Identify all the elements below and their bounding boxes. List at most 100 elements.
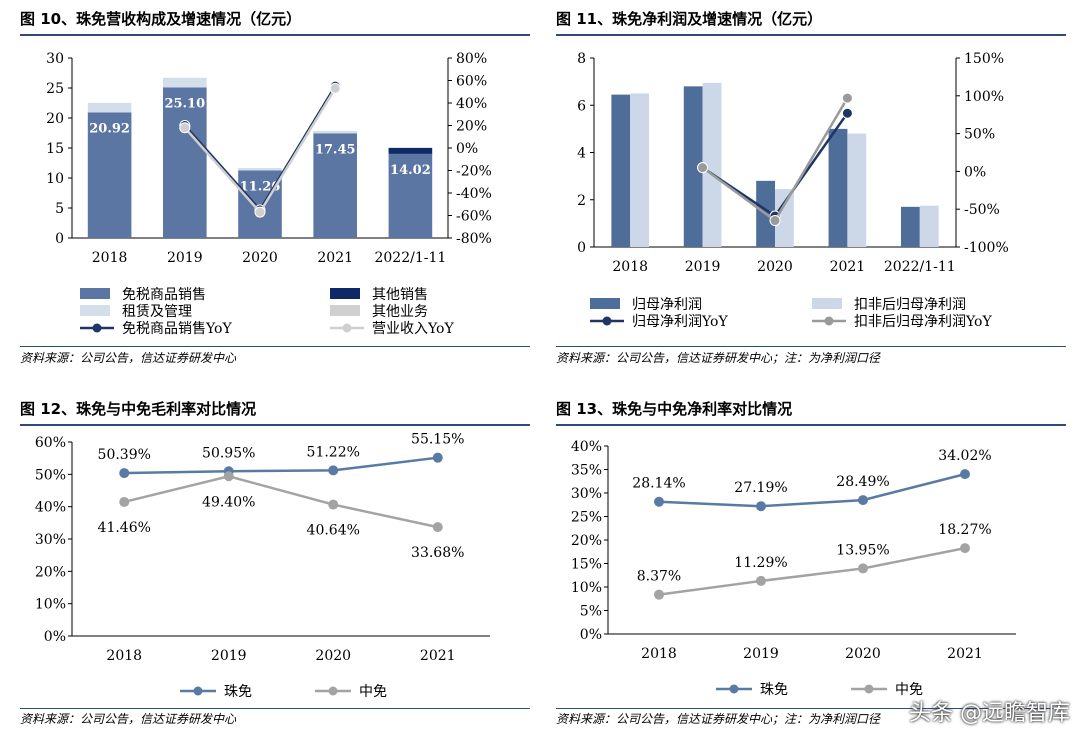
chart-title: 图 10、珠免营收构成及增速情况（亿元）: [20, 10, 302, 28]
bar-segment: [87, 102, 132, 113]
bar-segment: [388, 147, 433, 154]
y2-tick-label: -50%: [964, 202, 1000, 218]
chart-panel-net-profit: 图 11、珠免净利润及增速情况（亿元） 0 2 4 6 8 -100% -50% 0% 50% 1…: [556, 8, 1066, 368]
yoy-point: [841, 92, 853, 104]
chart-source: 资料来源：公司公告，信达证券研发中心: [20, 712, 237, 726]
chart-revenue: 0 5 10 15 20 25 30 -80% -60% -40% -20% 0% 20% 40% 60% 8…: [46, 51, 492, 337]
x-tick-label: 2020: [315, 648, 351, 664]
bar-value-label: 17.45: [315, 142, 356, 157]
source-rule: [20, 708, 530, 709]
y-tick-label: 5%: [580, 604, 602, 620]
bar-segment: [162, 87, 207, 239]
y-tick-label: 35%: [571, 463, 602, 479]
data-label: 50.39%: [98, 447, 151, 463]
x-tick-label: 2018: [106, 648, 142, 664]
chart-net-profit: 0 2 4 6 8 -100% -50% 0% 50% 100% 150% 2018 2019 2020 2…: [577, 51, 1009, 330]
x-tick-label: 2019: [743, 646, 779, 662]
y-tick-label: 60%: [35, 435, 66, 451]
title-rule: [556, 34, 1066, 36]
bar: [900, 206, 920, 247]
source-rule: [20, 346, 530, 347]
legend-marker: [92, 323, 102, 333]
title-rule: [20, 34, 530, 36]
legend-label: 扣非后归母净利润YoY: [854, 313, 992, 330]
y-tick-label: 4: [577, 146, 586, 162]
x-tick-label: 2018: [92, 250, 128, 266]
yoy-point: [179, 122, 191, 134]
y-tick-label: 20%: [35, 564, 66, 580]
y2-tick-label: -40%: [456, 186, 492, 202]
data-label: 28.14%: [632, 476, 685, 492]
legend-marker: [602, 316, 612, 326]
y2-tick-label: -100%: [964, 240, 1009, 256]
x-tick-label: 2021: [420, 648, 456, 664]
data-label: 49.40%: [202, 494, 255, 510]
data-point: [119, 468, 130, 479]
chart-gross-margin: 0% 10% 20% 30% 40% 50% 60% 2018 2019 2020 2021 50.3…: [35, 432, 490, 700]
data-point: [432, 522, 443, 533]
y-tick-label: 30: [46, 51, 64, 67]
y-tick-label: 2: [577, 193, 586, 209]
data-label: 41.46%: [98, 520, 151, 536]
chart-panel-revenue: 图 10、珠免营收构成及增速情况（亿元） 0 5 10 15 20 25 30 -80% -60…: [20, 8, 530, 368]
yoy-point: [841, 107, 853, 119]
y-tick-label: 0: [55, 231, 64, 247]
y2-tick-label: -60%: [456, 209, 492, 225]
bar-value-label: 20.92: [89, 121, 130, 136]
data-point: [858, 495, 868, 506]
data-point: [654, 496, 664, 507]
data-point: [756, 575, 766, 586]
x-tick-label: 2019: [167, 250, 203, 266]
bar-segment: [388, 153, 433, 238]
data-label: 28.49%: [836, 474, 889, 490]
data-label: 50.95%: [202, 445, 255, 461]
bar: [630, 93, 650, 247]
x-tick-label: 2020: [845, 646, 881, 662]
data-point: [858, 563, 868, 574]
source-rule: [556, 708, 1066, 709]
y2-tick-label: 0%: [964, 164, 986, 180]
legend-label: 归母净利润: [632, 296, 702, 313]
y-tick-label: 20: [46, 111, 64, 127]
y2-tick-label: 0%: [456, 141, 478, 157]
x-tick-label: 2019: [211, 648, 247, 664]
legend-swatch: [590, 298, 620, 309]
yoy-point: [254, 206, 266, 218]
legend-label: 免税商品销售YoY: [122, 321, 232, 337]
chart-source: 资料来源：公司公告，信达证券研发中心；注：为净利润口径: [556, 351, 881, 365]
chart-source: 资料来源：公司公告，信达证券研发中心: [20, 351, 237, 365]
bar-segment: [313, 133, 358, 238]
y2-tick-label: 80%: [456, 51, 487, 67]
yoy-point: [329, 82, 341, 94]
legend-label: 其他业务: [372, 304, 428, 320]
legend-swatch: [812, 298, 842, 309]
y-tick-label: 50%: [35, 467, 66, 483]
chart-net-margin: 0% 5% 10% 15% 20% 25% 30% 35% 40% 2018 2019 2020 202…: [571, 439, 1016, 698]
legend-swatch: [80, 305, 110, 316]
legend-label: 营业收入YoY: [372, 321, 454, 337]
legend-label: 扣非后归母净利润: [854, 296, 966, 313]
y-tick-label: 0%: [580, 627, 602, 643]
data-point: [960, 469, 970, 480]
chart-panel-net-margin: 图 13、珠免与中免净利率对比情况 0% 5% 10% 15% 20% 25% 30% 35%…: [556, 398, 1066, 734]
chart-title: 图 12、珠免与中免毛利率对比情况: [20, 400, 257, 418]
bar: [702, 82, 722, 248]
legend-label: 珠免: [760, 682, 788, 698]
y-tick-label: 5: [55, 201, 64, 217]
data-point: [328, 465, 339, 476]
data-point: [432, 452, 443, 463]
bar-segment: [313, 130, 358, 134]
y-tick-label: 25%: [571, 510, 602, 526]
x-tick-label: 2020: [757, 259, 793, 275]
x-tick-label: 2022/1-11: [374, 250, 446, 266]
legend-marker: [328, 686, 338, 696]
bar: [683, 86, 703, 247]
title-rule: [20, 424, 530, 426]
bar: [611, 94, 631, 248]
bar: [919, 205, 939, 247]
y-tick-label: 6: [577, 98, 586, 114]
legend-marker: [864, 684, 874, 694]
chart-title: 图 13、珠免与中免净利率对比情况: [556, 400, 793, 418]
bar-segment: [162, 77, 207, 88]
bar: [828, 128, 848, 247]
